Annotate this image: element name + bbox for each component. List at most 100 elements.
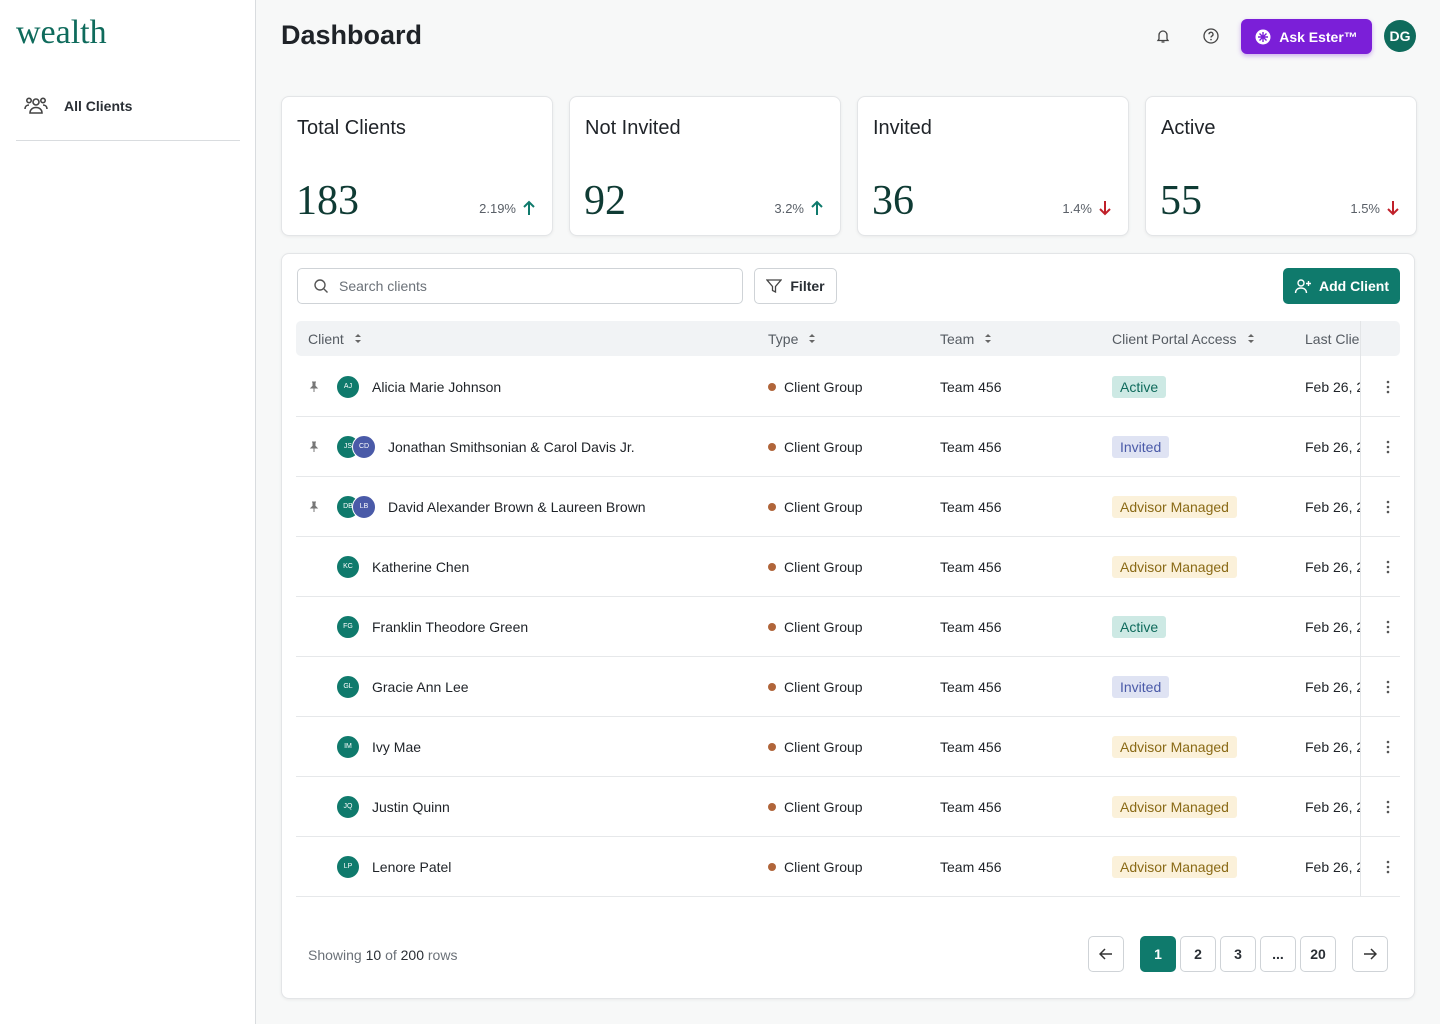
column-header[interactable]: Client [308,321,362,356]
table-row[interactable]: JQ Justin Quinn Client Group Team 456 Adviso… [296,777,1400,837]
client-cell: JQ Justin Quinn [336,777,450,836]
kebab-icon [1386,500,1390,513]
table-row[interactable]: FG Franklin Theodore Green Client Group Tea… [296,597,1400,657]
client-type: Client Group [784,558,863,575]
client-cell: JS CD Jonathan Smithsonian & Carol Davis J… [336,417,635,476]
type-cell: Client Group [768,417,863,476]
type-cell: Client Group [768,477,863,536]
kebab-icon [1386,860,1390,873]
row-menu[interactable] [1376,597,1400,656]
stat-card: Total Clients 183 2.19% [281,96,553,236]
stat-change: 2.19% [479,200,536,216]
pin-icon [309,441,319,452]
last-date: Feb 26, 2 [1305,858,1360,875]
sidebar: wealth All Clients [0,0,256,1024]
trend-down-icon [1387,201,1399,216]
arrow-right-icon [1364,948,1377,960]
table-row[interactable]: GL Gracie Ann Lee Client Group Team 456 Invi… [296,657,1400,717]
trend-up-icon [523,200,535,215]
nav-item[interactable]: All Clients [24,96,132,116]
column-header[interactable]: Type [768,321,816,356]
page-button[interactable]: 20 [1300,936,1336,972]
type-cell: Client Group [768,657,863,716]
last-date: Feb 26, 2 [1305,798,1360,815]
kebab-icon [1386,680,1390,693]
avatar-group: GL [336,674,360,699]
table-row[interactable]: JS CD Jonathan Smithsonian & Carol Davis J… [296,417,1400,477]
access-cell: Advisor Managed [1112,837,1237,896]
stat-change-value: 3.2% [774,200,804,216]
last-date: Feb 26, 2 [1305,678,1360,695]
type-cell: Client Group [768,717,863,776]
search-input[interactable]: Search clients [297,268,743,304]
stat-title: Active [1161,117,1216,139]
column-header[interactable]: Client Portal Access [1112,321,1255,356]
row-menu[interactable] [1376,837,1400,896]
team: Team 456 [940,378,1002,395]
type-dot [768,442,776,451]
team: Team 456 [940,618,1002,635]
access-badge: Advisor Managed [1112,795,1237,818]
table-row[interactable]: DB LB David Alexander Brown & Laureen Brow… [296,477,1400,537]
filter-button[interactable]: Filter [754,268,837,304]
row-menu[interactable] [1376,417,1400,476]
access-badge: Active [1112,375,1167,398]
stat-change-value: 1.5% [1350,200,1380,216]
type-dot [768,562,776,571]
client-cell: GL Gracie Ann Lee [336,657,469,716]
team: Team 456 [940,558,1002,575]
stat-title: Invited [873,117,932,139]
team: Team 456 [940,498,1002,515]
add-client-button[interactable]: Add Client [1283,268,1400,304]
access-cell: Active [1112,597,1167,656]
notifications-button[interactable] [1151,24,1175,48]
pin-icon [309,381,319,392]
page-button[interactable]: 1 [1140,936,1176,972]
row-menu[interactable] [1376,777,1400,836]
client-type: Client Group [784,738,863,755]
page-title: Dashboard [281,20,423,50]
ask-button[interactable]: Ask Ester™ [1241,19,1372,54]
user-avatar[interactable]: DG [1384,20,1416,52]
table-header: Client Type Team Client Portal Access Last C… [296,321,1400,356]
logo[interactable]: wealth [16,14,107,51]
column-label: Last Clie [1305,330,1360,347]
stat-card: Invited 36 1.4% [857,96,1129,236]
help-button[interactable] [1199,24,1223,48]
page-button[interactable]: ... [1260,936,1296,972]
row-count: Showing 10 of 200 rows [308,947,457,963]
client-avatar: KC [336,554,360,579]
type-cell: Client Group [768,837,863,896]
sort-icon [809,334,816,343]
type-cell: Client Group [768,777,863,836]
kebab-icon [1386,740,1390,753]
next-page[interactable] [1352,936,1388,972]
table-row[interactable]: IM Ivy Mae Client Group Team 456 Advisor Man… [296,717,1400,777]
last-date: Feb 26, 2 [1305,618,1360,635]
column-label: Type [768,330,799,347]
table-row[interactable]: LP Lenore Patel Client Group Team 456 Adviso… [296,837,1400,897]
client-name: Justin Quinn [372,798,450,815]
row-menu[interactable] [1376,477,1400,536]
row-menu[interactable] [1376,717,1400,776]
table-row[interactable]: AJ Alicia Marie Johnson Client Group Team 4… [296,357,1400,417]
row-menu[interactable] [1376,357,1400,416]
column-header[interactable]: Team [940,321,992,356]
page-button[interactable]: 3 [1220,936,1256,972]
avatar-group: JQ [336,794,360,819]
client-type: Client Group [784,438,863,455]
column-header[interactable]: Last Clie [1305,321,1360,356]
page-button[interactable]: 2 [1180,936,1216,972]
table-row[interactable]: KC Katherine Chen Client Group Team 456 Advi… [296,537,1400,597]
last-date: Feb 26, 2 [1305,738,1360,755]
client-cell: IM Ivy Mae [336,717,421,776]
stat-change: 1.5% [1350,200,1400,216]
client-cell: DB LB David Alexander Brown & Laureen Brow… [336,477,646,536]
access-badge: Active [1112,615,1167,638]
row-menu[interactable] [1376,657,1400,716]
prev-page[interactable] [1088,936,1124,972]
row-menu[interactable] [1376,537,1400,596]
pin [309,477,319,536]
footer-text: Showing [308,947,362,963]
type-dot [768,682,776,691]
